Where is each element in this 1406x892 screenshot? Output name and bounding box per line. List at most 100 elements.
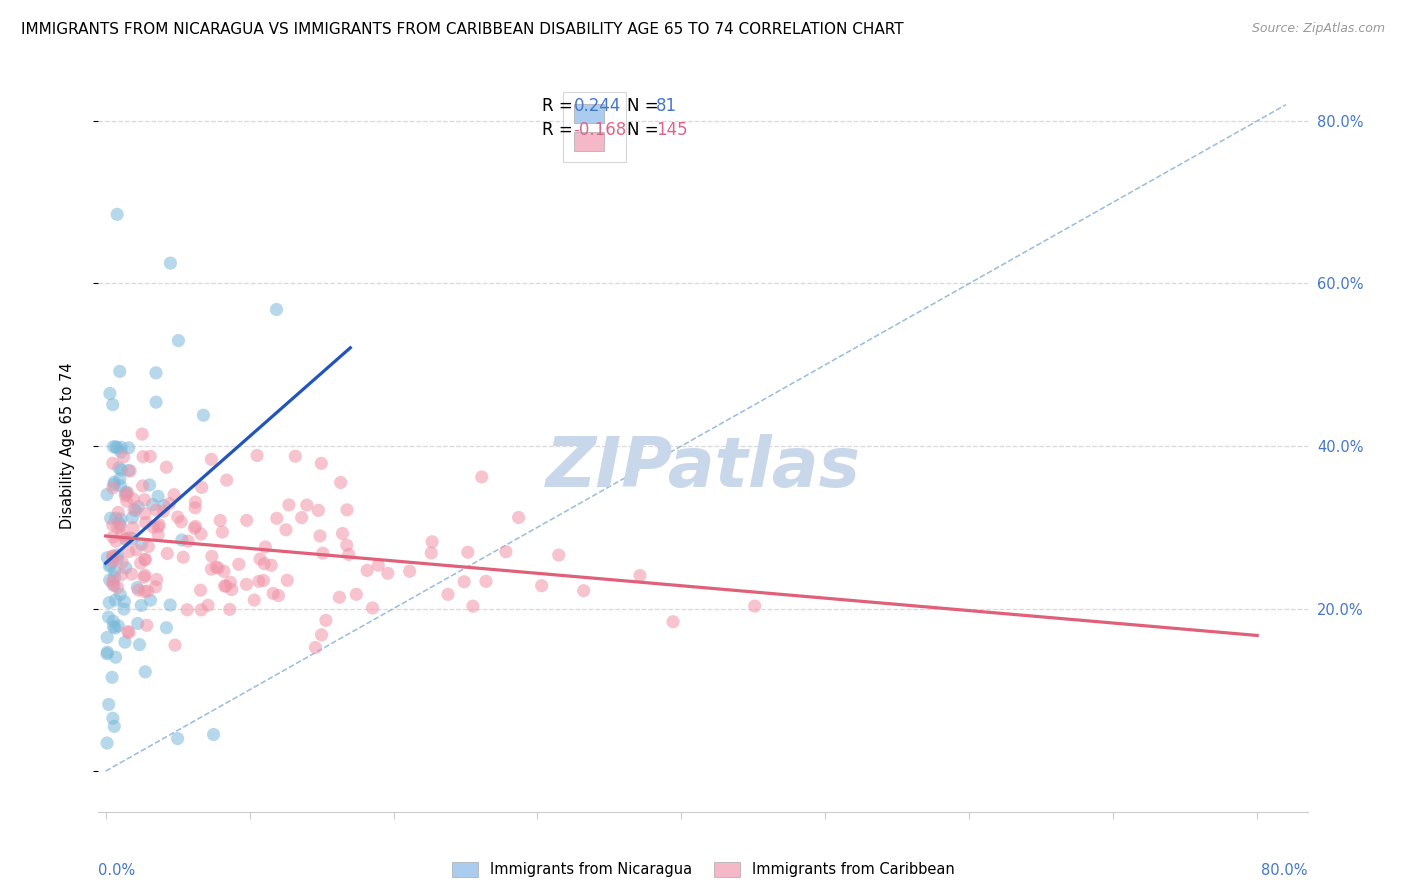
Text: 81: 81 xyxy=(655,97,676,115)
Point xyxy=(96,647,118,661)
Point xyxy=(124,503,146,517)
Point xyxy=(212,565,235,579)
Point xyxy=(328,591,350,605)
Point xyxy=(315,613,337,627)
Point xyxy=(235,577,257,591)
Point xyxy=(156,547,179,561)
Point xyxy=(129,556,152,570)
Point xyxy=(166,731,188,746)
Point xyxy=(170,515,193,529)
Point xyxy=(121,532,143,546)
Point xyxy=(107,619,129,633)
Text: 80.0%: 80.0% xyxy=(1261,863,1308,878)
Point xyxy=(329,475,352,490)
Point xyxy=(125,543,148,558)
Point xyxy=(122,502,145,516)
Legend: Immigrants from Nicaragua, Immigrants from Caribbean: Immigrants from Nicaragua, Immigrants fr… xyxy=(444,855,962,885)
Point xyxy=(111,555,134,569)
Point xyxy=(115,494,138,508)
Point xyxy=(112,602,135,616)
Point xyxy=(744,599,766,613)
Point xyxy=(135,516,157,530)
Point xyxy=(437,587,460,601)
Point xyxy=(110,587,132,601)
Point xyxy=(121,510,143,524)
Point xyxy=(103,477,125,491)
Point xyxy=(200,452,222,467)
Point xyxy=(98,573,121,587)
Point xyxy=(134,552,156,566)
Point xyxy=(148,517,170,532)
Point xyxy=(172,550,194,565)
Point xyxy=(628,568,651,582)
Point xyxy=(131,479,153,493)
Point xyxy=(117,624,139,639)
Point xyxy=(98,386,121,401)
Point xyxy=(332,526,354,541)
Point xyxy=(142,498,165,512)
Point xyxy=(254,540,277,554)
Point xyxy=(155,460,177,475)
Point xyxy=(100,511,122,525)
Text: 0.244: 0.244 xyxy=(574,97,621,115)
Point xyxy=(398,564,420,578)
Point xyxy=(211,524,233,539)
Point xyxy=(235,513,257,527)
Text: ZIPatlas: ZIPatlas xyxy=(546,434,860,501)
Point xyxy=(139,593,162,607)
Point xyxy=(103,570,125,584)
Point xyxy=(274,523,297,537)
Point xyxy=(166,510,188,524)
Point xyxy=(104,621,127,635)
Point xyxy=(361,601,384,615)
Point xyxy=(193,408,215,422)
Point xyxy=(120,464,142,478)
Point xyxy=(103,440,125,454)
Point xyxy=(110,445,132,459)
Point xyxy=(139,450,162,464)
Point xyxy=(146,527,169,541)
Point xyxy=(145,573,167,587)
Point xyxy=(291,510,314,524)
Point xyxy=(547,548,569,562)
Point xyxy=(97,610,120,624)
Point xyxy=(461,599,484,614)
Point xyxy=(145,503,167,517)
Point xyxy=(304,640,326,655)
Point xyxy=(132,450,155,464)
Text: N =: N = xyxy=(627,121,664,139)
Point xyxy=(311,628,333,642)
Point xyxy=(295,498,318,512)
Point xyxy=(337,547,360,561)
Point xyxy=(107,580,129,594)
Point xyxy=(155,621,177,635)
Point xyxy=(122,491,145,506)
Point xyxy=(475,574,498,589)
Point xyxy=(457,545,479,559)
Point xyxy=(249,552,271,566)
Point xyxy=(215,473,238,487)
Point xyxy=(284,449,307,463)
Point xyxy=(98,559,121,574)
Point xyxy=(103,578,125,592)
Point xyxy=(205,560,228,574)
Point xyxy=(115,561,138,575)
Point xyxy=(134,552,156,566)
Point xyxy=(104,564,127,578)
Point xyxy=(145,395,167,409)
Point xyxy=(98,596,121,610)
Point xyxy=(110,441,132,455)
Point xyxy=(157,497,180,511)
Point xyxy=(197,599,219,613)
Point xyxy=(190,480,212,494)
Point xyxy=(367,558,389,573)
Point xyxy=(247,574,270,589)
Point xyxy=(117,486,139,500)
Point xyxy=(110,463,132,477)
Point xyxy=(307,503,329,517)
Point xyxy=(508,510,530,524)
Point xyxy=(572,583,595,598)
Point xyxy=(103,614,125,628)
Point xyxy=(101,398,124,412)
Point xyxy=(108,460,131,475)
